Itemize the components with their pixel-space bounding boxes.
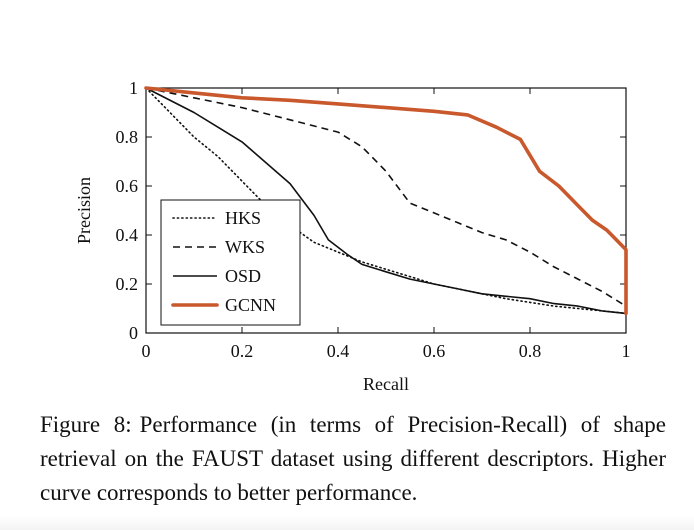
y-axis-label: Precision — [74, 177, 94, 244]
series-line-gcnn — [144, 86, 628, 316]
y-tick-label: 1 — [129, 78, 138, 98]
legend-label-wks: WKS — [225, 237, 265, 257]
series-line-hks — [145, 87, 627, 315]
legend-label-osd: OSD — [225, 266, 261, 286]
x-axis-label: Recall — [363, 374, 409, 394]
x-tick-label: 0.6 — [423, 341, 446, 361]
y-tick-label: 0.2 — [116, 274, 139, 294]
series-layer — [144, 86, 628, 316]
x-tick-label: 1 — [622, 341, 631, 361]
x-tick-label: 0.4 — [327, 341, 350, 361]
x-tick-label: 0.8 — [519, 341, 542, 361]
precision-recall-chart: 0 0.2 0.4 0.6 0.8 1 0 0.2 0.4 0.6 0.8 1 Recall Prec… — [74, 78, 631, 394]
axis-ticks: 0 0.2 0.4 0.6 0.8 1 0 0.2 0.4 0.6 0.8 1 — [116, 78, 631, 361]
y-tick-label: 0.8 — [116, 127, 139, 147]
legend-label-gcnn: GCNN — [225, 295, 276, 315]
plot-frame — [145, 87, 627, 334]
figure-caption: Figure 8: Performance (in terms of Precis… — [40, 408, 666, 510]
series-line-osd — [145, 87, 627, 315]
x-tick-label: 0.2 — [231, 341, 254, 361]
legend-label-hks: HKS — [225, 208, 261, 228]
caption-text: Performance (in terms of Precision-Recal… — [40, 412, 666, 505]
legend: HKS WKS OSD GCNN — [160, 199, 301, 326]
caption-label: Figure 8: — [40, 412, 132, 437]
bottom-fade — [0, 516, 694, 530]
y-tick-label: 0.4 — [116, 225, 139, 245]
x-tick-label: 0 — [142, 341, 151, 361]
y-tick-label: 0 — [129, 323, 138, 343]
series-line-wks — [145, 87, 627, 307]
y-tick-label: 0.6 — [116, 176, 139, 196]
